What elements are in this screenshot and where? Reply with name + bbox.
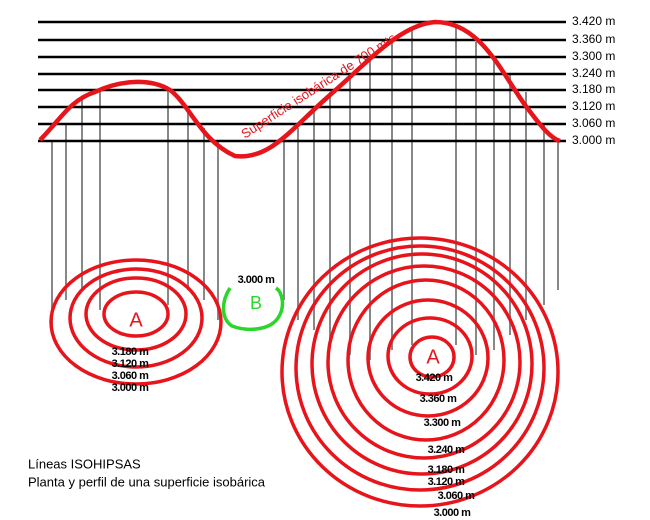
contour-label: 3.300 m [424,417,462,429]
contour [310,252,534,476]
high-label: A [426,346,440,368]
right-high: A 3.420 m 3.360 m 3.300 m 3.240 m 3.180 … [280,236,560,519]
contour [221,286,285,332]
contour [326,264,522,460]
level-label: 3.300 m [572,49,615,63]
contour [280,236,560,508]
level-label: 3.180 m [572,82,615,96]
level-label: 3.420 m [572,14,615,28]
contour-label: 3.420 m [416,372,454,384]
contour [386,316,474,396]
caption-subtitle: Planta y perfil de una superficie isobár… [28,474,266,489]
contour-label: 3.180 m [112,346,150,358]
contour-label: 3.120 m [112,358,150,370]
low-label: B [250,293,262,313]
level-label: 3.120 m [572,99,615,113]
level-label: 3.060 m [572,116,615,130]
contour [408,335,456,379]
contour-label: 3.000 m [112,382,150,394]
level-label: 3.360 m [572,32,615,46]
contour-label: 3.060 m [112,370,150,382]
contour [49,258,223,386]
contour [102,290,170,338]
contour-label: 3.240 m [428,444,466,456]
contour-label: 3.000 m [238,274,276,286]
contour [68,267,204,369]
level-labels: 3.420 m 3.360 m 3.300 m 3.240 m 3.180 m … [572,14,615,147]
contour [84,276,188,352]
left-high: A 3.180 m 3.120 m 3.060 m 3.000 m [49,258,223,394]
caption-title: Líneas ISOHIPSAS [28,456,141,471]
contour-label: 3.120 m [428,476,466,488]
low: B 3.000 m [221,274,285,332]
level-label: 3.240 m [572,66,615,80]
high-label: A [129,309,143,331]
vertical-guides [51,28,559,360]
isobaric-profile [38,19,561,159]
contour-label: 3.360 m [420,393,458,405]
level-label: 3.000 m [572,133,615,147]
contour-label: 3.180 m [428,464,466,476]
contour [294,244,546,492]
contour-label: 3.060 m [438,490,476,502]
contour [346,278,506,442]
contour-label: 3.000 m [434,507,472,519]
contour [366,298,490,418]
